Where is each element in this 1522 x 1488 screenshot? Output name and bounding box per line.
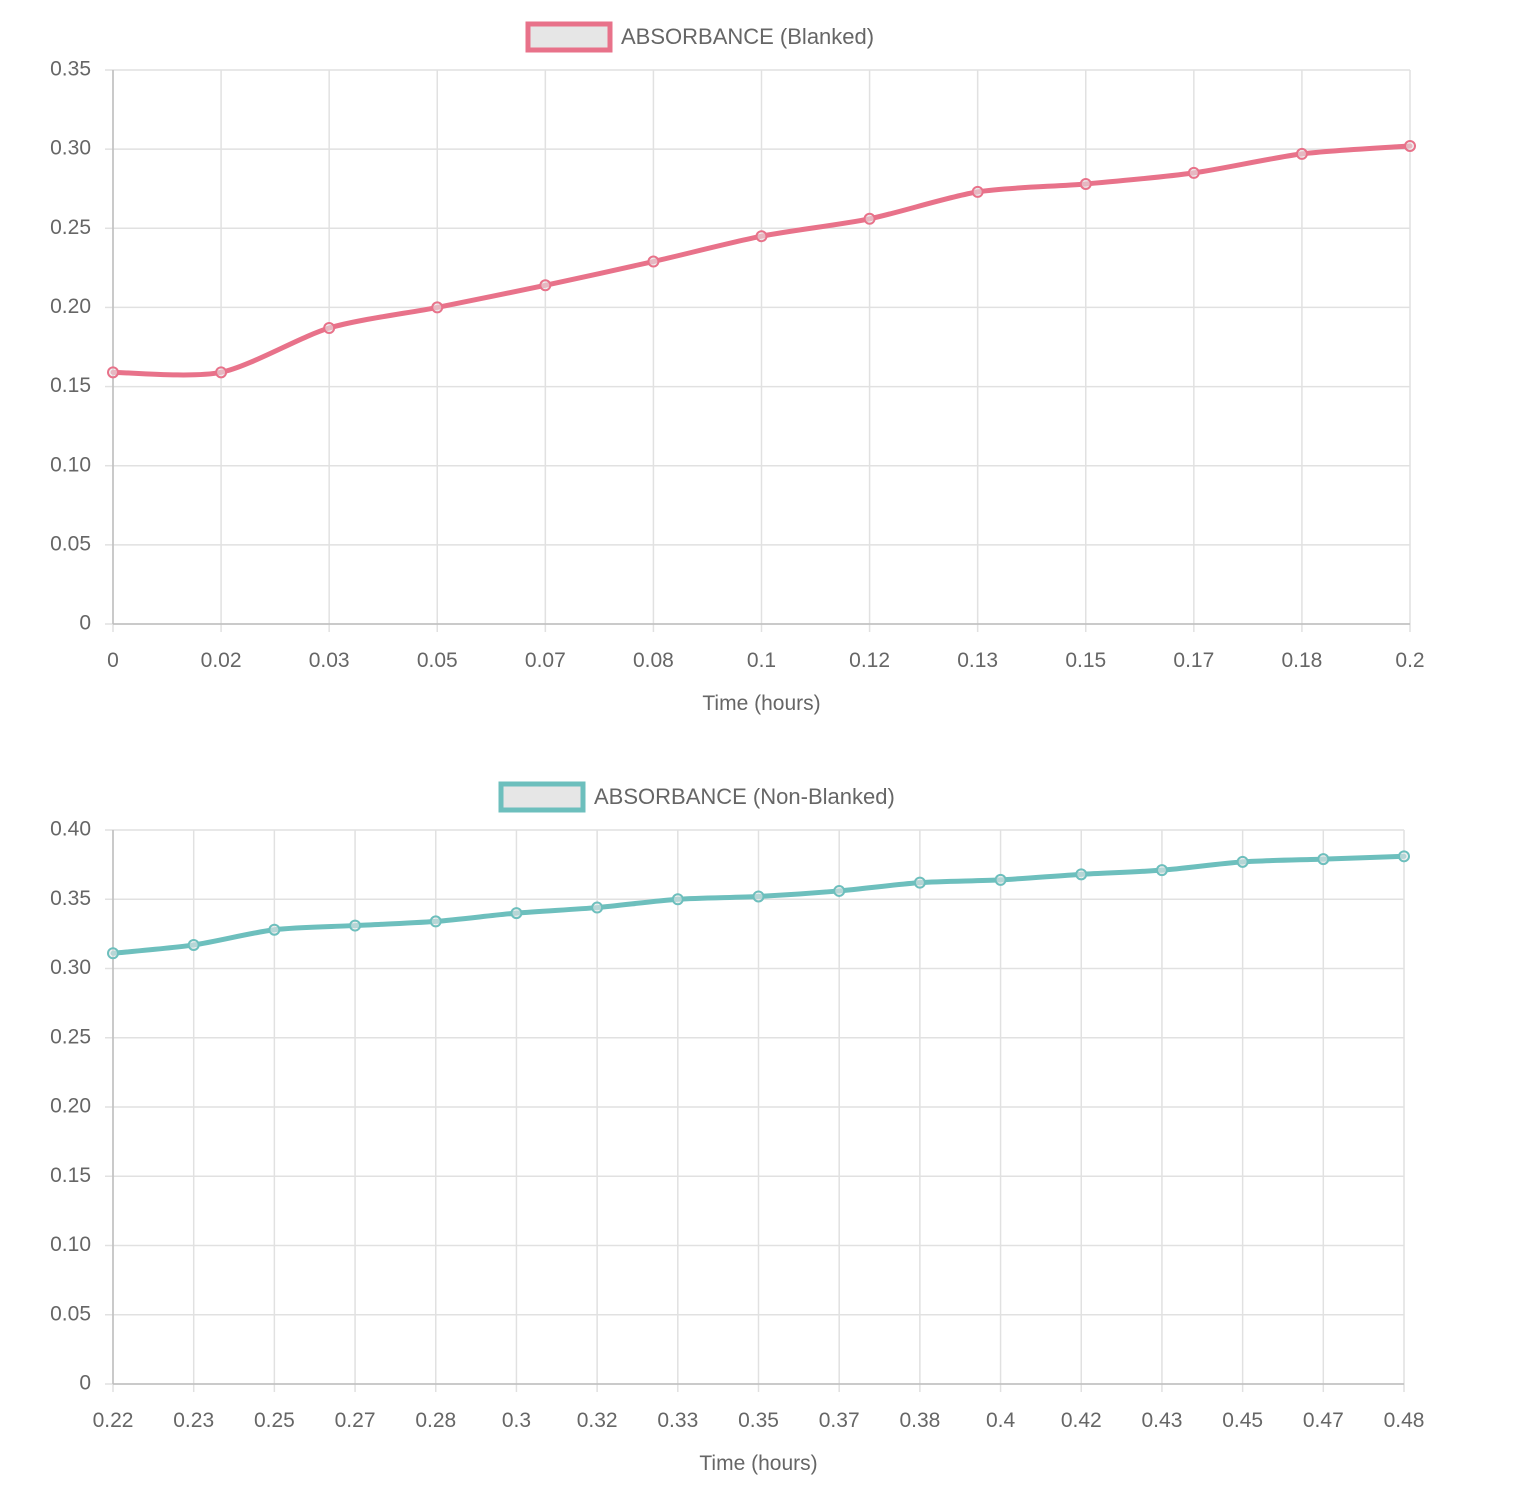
data-point bbox=[107, 366, 119, 379]
data-point bbox=[187, 938, 200, 951]
x-tick-label: 0.47 bbox=[1303, 1409, 1344, 1432]
data-point bbox=[1398, 850, 1410, 863]
data-point bbox=[1187, 166, 1200, 179]
x-axis-title: Time (hours) bbox=[702, 692, 820, 715]
x-tick-label: 0.33 bbox=[657, 1409, 698, 1432]
y-tick-label: 0.25 bbox=[50, 216, 91, 239]
x-tick-label: 0.4 bbox=[986, 1409, 1016, 1432]
blanked-absorbance-chart: ABSORBANCE (Blanked)00.050.100.150.200.2… bbox=[50, 21, 1425, 715]
y-tick-label: 0.30 bbox=[50, 956, 91, 979]
legend-swatch bbox=[498, 781, 586, 813]
y-tick-label: 0.15 bbox=[50, 374, 91, 397]
x-tick-label: 0.28 bbox=[415, 1409, 456, 1432]
x-axis-title: Time (hours) bbox=[699, 1452, 817, 1475]
data-point bbox=[323, 322, 336, 335]
data-point bbox=[913, 876, 926, 889]
legend-label: ABSORBANCE (Non-Blanked) bbox=[594, 784, 895, 809]
data-point bbox=[755, 230, 768, 243]
x-tick-label: 0.1 bbox=[747, 649, 776, 672]
x-tick-label: 0.45 bbox=[1222, 1409, 1263, 1432]
data-point bbox=[591, 901, 604, 914]
data-point bbox=[833, 884, 846, 897]
x-tick-label: 0.2 bbox=[1395, 649, 1424, 672]
legend-swatch bbox=[525, 21, 613, 53]
data-point bbox=[647, 255, 660, 268]
y-tick-label: 0.30 bbox=[50, 137, 91, 160]
data-point bbox=[1155, 864, 1168, 877]
gridlines bbox=[112, 69, 1411, 632]
data-point bbox=[349, 919, 362, 932]
x-tick-label: 0.03 bbox=[309, 649, 350, 672]
data-point bbox=[971, 185, 984, 198]
x-tick-label: 0.15 bbox=[1065, 649, 1106, 672]
x-tick-label: 0.35 bbox=[738, 1409, 779, 1432]
x-tick-label: 0.27 bbox=[335, 1409, 376, 1432]
data-point bbox=[429, 915, 442, 928]
data-point bbox=[268, 923, 281, 936]
x-tick-label: 0.17 bbox=[1173, 649, 1214, 672]
gridlines bbox=[112, 829, 1405, 1392]
data-point bbox=[1295, 147, 1308, 160]
y-tick-label: 0 bbox=[79, 1372, 91, 1395]
y-tick-label: 0.25 bbox=[50, 1025, 91, 1048]
data-point bbox=[215, 366, 228, 379]
y-tick-label: 0.05 bbox=[50, 1302, 91, 1325]
x-tick-label: 0.42 bbox=[1061, 1409, 1102, 1432]
data-point bbox=[431, 301, 444, 314]
y-tick-label: 0 bbox=[79, 612, 91, 635]
data-point bbox=[863, 212, 876, 225]
y-tick-label: 0.40 bbox=[50, 818, 91, 841]
x-tick-label: 0.25 bbox=[254, 1409, 295, 1432]
non-blanked-absorbance-chart: ABSORBANCE (Non-Blanked) 0 0.05 0.10 0.15 0.2… bbox=[50, 781, 1425, 1475]
x-tick-label: 0.02 bbox=[201, 649, 242, 672]
x-tick-label: 0.43 bbox=[1142, 1409, 1183, 1432]
x-tick-label: 0.07 bbox=[525, 649, 566, 672]
x-tick-label: 0.08 bbox=[633, 649, 674, 672]
x-tick-label: 0.18 bbox=[1281, 649, 1322, 672]
data-point bbox=[1236, 855, 1249, 868]
x-tick-label: 0.32 bbox=[577, 1409, 618, 1432]
y-tick-label: 0.05 bbox=[50, 532, 91, 555]
x-tick-label: 0.13 bbox=[957, 649, 998, 672]
y-tick-label: 0.15 bbox=[50, 1164, 91, 1187]
legend-label: ABSORBANCE (Blanked) bbox=[621, 24, 874, 49]
y-tick-label: 0.20 bbox=[50, 295, 91, 318]
data-point bbox=[1404, 139, 1416, 152]
x-tick-label: 0.05 bbox=[417, 649, 458, 672]
x-tick-label: 0.3 bbox=[502, 1409, 531, 1432]
y-tick-label: 0.10 bbox=[50, 453, 91, 476]
x-tick-label: 0 bbox=[107, 649, 119, 672]
y-tick-label: 0.35 bbox=[50, 887, 91, 910]
y-tick-label: 0.35 bbox=[50, 58, 91, 81]
x-tick-label: 0.37 bbox=[819, 1409, 860, 1432]
data-point bbox=[752, 890, 765, 903]
data-point bbox=[994, 873, 1007, 886]
data-point bbox=[1317, 853, 1330, 866]
data-point bbox=[510, 907, 523, 920]
x-tick-label: 0.48 bbox=[1384, 1409, 1425, 1432]
x-tick-label: 0.12 bbox=[849, 649, 890, 672]
data-point bbox=[107, 947, 119, 960]
data-point bbox=[1075, 868, 1088, 881]
y-tick-label: 0.10 bbox=[50, 1233, 91, 1256]
x-tick-label: 0.23 bbox=[173, 1409, 214, 1432]
data-point bbox=[539, 279, 552, 292]
data-point bbox=[671, 893, 684, 906]
x-tick-label: 0.38 bbox=[899, 1409, 940, 1432]
data-point bbox=[1079, 177, 1092, 190]
x-tick-label: 0.22 bbox=[93, 1409, 134, 1432]
y-tick-label: 0.20 bbox=[50, 1095, 91, 1118]
